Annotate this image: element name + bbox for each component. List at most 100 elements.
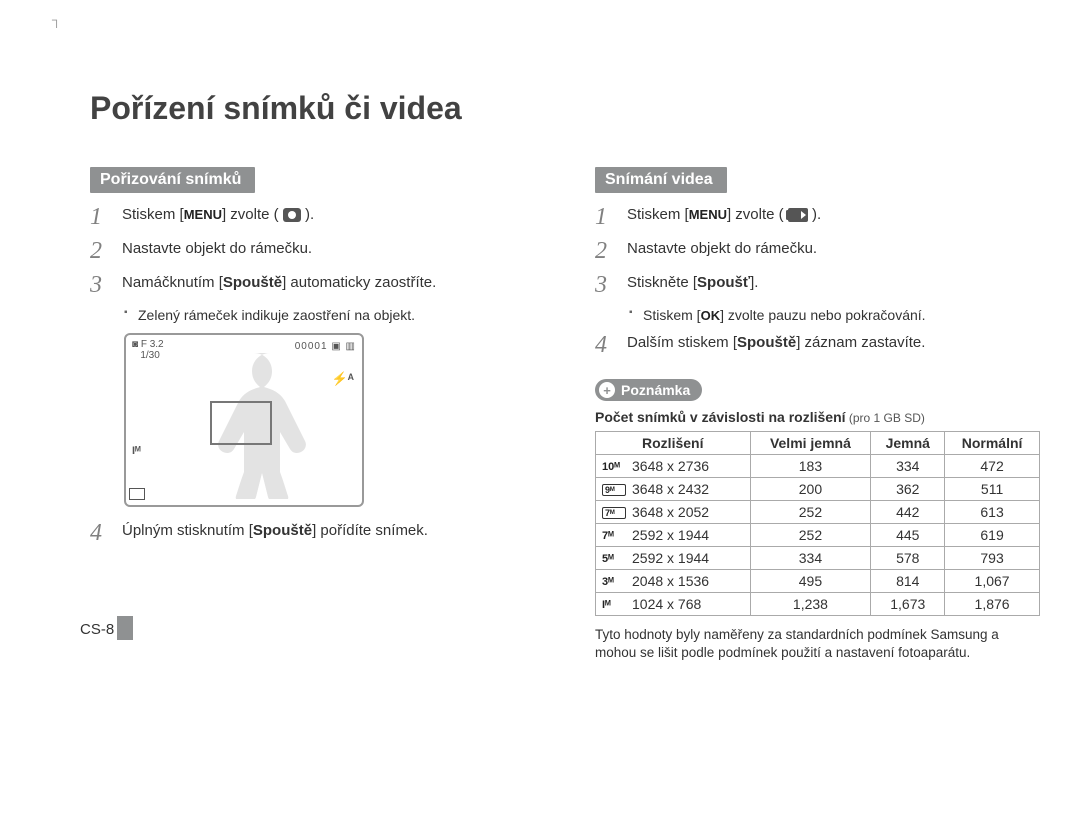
lcd-flash-icon: ⚡ᴬ bbox=[331, 371, 354, 387]
lcd-topright: 00001 ▣ ▥ bbox=[295, 341, 356, 352]
table-header: Rozlišení bbox=[596, 432, 751, 455]
photo-step-1: 1 Stiskem [MENU] zvolte ( ). bbox=[90, 205, 535, 229]
photo-steps: 1 Stiskem [MENU] zvolte ( ). 2 Nastavte … bbox=[90, 205, 535, 297]
step-text: ). bbox=[808, 206, 821, 223]
table-header: Jemná bbox=[871, 432, 945, 455]
table-cell: 362 bbox=[871, 478, 945, 501]
table-cell-resolution: Iᴹ1024 x 768 bbox=[596, 593, 751, 616]
resolution-icon: 10ᴹ bbox=[602, 461, 626, 473]
table-cell: 495 bbox=[750, 570, 871, 593]
page-number-bar bbox=[117, 616, 133, 640]
step-number: 1 bbox=[90, 205, 112, 229]
photo-steps-cont: 4 Úplným stisknutím [Spouště] pořídíte s… bbox=[90, 521, 535, 545]
camera-icon bbox=[283, 208, 301, 222]
video-steps: 1 Stiskem [MENU] zvolte ( ). 2 Nastavte … bbox=[595, 205, 1040, 297]
step-text: Úplným stisknutím [ bbox=[122, 522, 253, 539]
table-footnote: Tyto hodnoty byly naměřeny za standardní… bbox=[595, 626, 1040, 662]
table-header: Normální bbox=[945, 432, 1040, 455]
step-number: 4 bbox=[90, 521, 112, 545]
step-text: Stiskem [ bbox=[122, 206, 184, 223]
table-row: 10ᴹ3648 x 2736183334472 bbox=[596, 455, 1040, 478]
step-number: 3 bbox=[595, 273, 617, 297]
table-cell-resolution: 7ᴹ3648 x 2052 bbox=[596, 501, 751, 524]
table-cell-resolution: 10ᴹ3648 x 2736 bbox=[596, 455, 751, 478]
table-title: Počet snímků v závislosti na rozlišení (… bbox=[595, 409, 1040, 425]
step-text: ). bbox=[301, 206, 314, 223]
step-text: Stiskem [ bbox=[627, 206, 689, 223]
resolution-icon: 9ᴹ bbox=[602, 484, 626, 496]
step-text-bold: Spouště bbox=[223, 274, 282, 291]
video-step-1: 1 Stiskem [MENU] zvolte ( ). bbox=[595, 205, 1040, 229]
lcd-topleft: ◙ F 3.2 1/30 bbox=[132, 339, 164, 361]
table-row: 7ᴹ3648 x 2052252442613 bbox=[596, 501, 1040, 524]
video-step-4: 4 Dalším stiskem [Spouště] záznam zastav… bbox=[595, 333, 1040, 357]
table-cell: 472 bbox=[945, 455, 1040, 478]
step-text: ] zvolte ( bbox=[222, 206, 279, 223]
photo-step-2: 2 Nastavte objekt do rámečku. bbox=[90, 239, 535, 263]
table-cell: 814 bbox=[871, 570, 945, 593]
col-photos: Pořizování snímků 1 Stiskem [MENU] zvolt… bbox=[90, 167, 535, 662]
table-row: 7ᴹ2592 x 1944252445619 bbox=[596, 524, 1040, 547]
resolution-icon: Iᴹ bbox=[602, 599, 626, 611]
bullet-text: Stiskem [OK] zvolte pauzu nebo pokračová… bbox=[629, 307, 1040, 323]
table-cell: 1,067 bbox=[945, 570, 1040, 593]
step-text: Dalším stiskem [ bbox=[627, 334, 737, 351]
step-number: 2 bbox=[595, 239, 617, 263]
table-cell: 1,876 bbox=[945, 593, 1040, 616]
photo-step3-bullets: Zelený rámeček indikuje zaostření na obj… bbox=[124, 307, 535, 323]
table-cell: 1,238 bbox=[750, 593, 871, 616]
lcd-shutter: 1/30 bbox=[140, 350, 159, 361]
table-cell: 511 bbox=[945, 478, 1040, 501]
photo-step-3: 3 Namáčknutím [Spouště] automaticky zaos… bbox=[90, 273, 535, 297]
plus-icon: + bbox=[599, 382, 615, 398]
step-text: Namáčknutím [ bbox=[122, 274, 223, 291]
section-heading-photos: Pořizování snímků bbox=[90, 167, 255, 193]
step-number: 2 bbox=[90, 239, 112, 263]
table-cell: 334 bbox=[871, 455, 945, 478]
ok-label: OK bbox=[701, 308, 721, 323]
table-header: Velmi jemná bbox=[750, 432, 871, 455]
table-row: 9ᴹ3648 x 2432200362511 bbox=[596, 478, 1040, 501]
table-cell-resolution: 5ᴹ2592 x 1944 bbox=[596, 547, 751, 570]
note-label: Poznámka bbox=[621, 382, 690, 398]
table-row: 3ᴹ2048 x 15364958141,067 bbox=[596, 570, 1040, 593]
table-cell: 793 bbox=[945, 547, 1040, 570]
table-cell: 619 bbox=[945, 524, 1040, 547]
page-number: CS-8 bbox=[80, 621, 114, 638]
step-number: 4 bbox=[595, 333, 617, 357]
video-step-2: 2 Nastavte objekt do rámečku. bbox=[595, 239, 1040, 263]
table-cell: 578 bbox=[871, 547, 945, 570]
page: Pořízení snímků či videa Pořizování sním… bbox=[80, 0, 1050, 662]
table-cell: 442 bbox=[871, 501, 945, 524]
page-title: Pořízení snímků či videa bbox=[90, 90, 1040, 127]
step-text: Stiskněte [ bbox=[627, 274, 697, 291]
section-heading-video: Snímání videa bbox=[595, 167, 727, 193]
lcd-quality-icon bbox=[129, 488, 145, 500]
step-text: ] záznam zastavíte. bbox=[796, 334, 925, 351]
table-cell: 1,673 bbox=[871, 593, 945, 616]
resolution-table: Rozlišení Velmi jemná Jemná Normální 10ᴹ… bbox=[595, 431, 1040, 616]
resolution-icon: 7ᴹ bbox=[602, 530, 626, 542]
content-columns: Pořizování snímků 1 Stiskem [MENU] zvolt… bbox=[90, 167, 1040, 662]
col-video: Snímání videa 1 Stiskem [MENU] zvolte ( … bbox=[595, 167, 1040, 662]
menu-label: MENU bbox=[689, 206, 727, 224]
resolution-icon: 5ᴹ bbox=[602, 553, 626, 565]
resolution-icon: 7ᴹ bbox=[602, 507, 626, 519]
table-cell: 183 bbox=[750, 455, 871, 478]
lcd-preview: ◙ F 3.2 1/30 00001 ▣ ▥ ⚡ᴬ Iᴹ bbox=[124, 333, 364, 507]
table-cell: 252 bbox=[750, 524, 871, 547]
note-pill: + Poznámka bbox=[595, 379, 702, 401]
table-row: Iᴹ1024 x 7681,2381,6731,876 bbox=[596, 593, 1040, 616]
focus-frame bbox=[210, 401, 272, 445]
page-footer: CS-8 bbox=[80, 616, 133, 640]
table-cell: 252 bbox=[750, 501, 871, 524]
table-cell-resolution: 7ᴹ2592 x 1944 bbox=[596, 524, 751, 547]
table-cell-resolution: 9ᴹ3648 x 2432 bbox=[596, 478, 751, 501]
step-text: ] zvolte ( bbox=[727, 206, 784, 223]
step-number: 3 bbox=[90, 273, 112, 297]
table-cell-resolution: 3ᴹ2048 x 1536 bbox=[596, 570, 751, 593]
step-text: ] pořídíte snímek. bbox=[312, 522, 428, 539]
bullet-text: Zelený rámeček indikuje zaostření na obj… bbox=[124, 307, 535, 323]
step-text-bold: Spoušť bbox=[697, 274, 750, 291]
step-text: Nastavte objekt do rámečku. bbox=[627, 239, 817, 263]
